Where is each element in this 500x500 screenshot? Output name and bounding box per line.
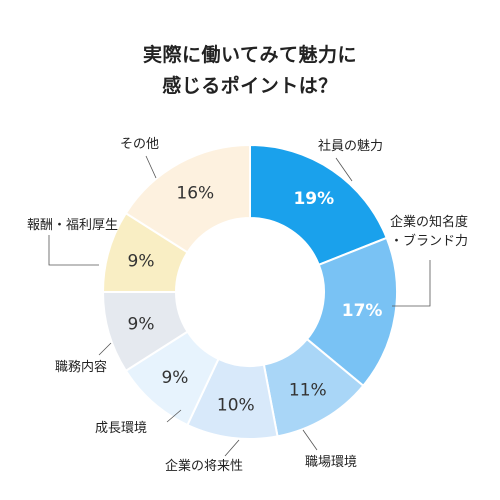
slice-value-label-4: 10% [217, 396, 255, 416]
category-label-8: その他 [120, 137, 159, 152]
chart-title: 実際に働いてみて魅力に 感じるポイントは？ [0, 40, 500, 102]
leader-lines-layer [48, 155, 431, 457]
chart-title-line-1: 実際に働いてみて魅力に [143, 44, 357, 66]
category-label-line: その他 [120, 137, 159, 152]
slice-value-label-3: 11% [289, 381, 327, 401]
category-label-line: 職務内容 [55, 359, 107, 375]
slice-value-label-2: 17% [342, 301, 383, 321]
slice-value-label-8: 16% [176, 184, 214, 204]
category-label-1: 社員の魅力 [318, 138, 383, 154]
leader-line-1 [335, 157, 353, 182]
slice-value-label-1: 19% [293, 189, 334, 209]
leader-line-4 [224, 439, 240, 457]
leader-line-6 [98, 342, 112, 356]
donut-slice-1 [249, 143, 388, 267]
category-label-6: 職務内容 [55, 359, 107, 375]
category-label-line: 成長環境 [95, 421, 147, 436]
leader-line-2 [392, 260, 431, 307]
category-label-7: 報酬・福利厚生 [27, 218, 118, 233]
leader-line-5 [166, 409, 182, 423]
leader-line-7 [48, 235, 99, 266]
category-label-line: 報酬・福利厚生 [27, 218, 118, 233]
category-label-line: 企業の将来性 [165, 458, 243, 474]
slice-value-label-7: 9% [128, 251, 155, 271]
donut-slice-8 [124, 143, 251, 254]
category-label-3: 職場環境 [305, 455, 357, 470]
category-label-line: 企業の知名度 [390, 214, 468, 230]
slice-value-label-5: 9% [161, 368, 188, 388]
category-label-line: ・ブランド力 [390, 233, 468, 249]
value-labels-layer: 19% 17% 11% 10% 9% 9% 9% 16% [128, 184, 383, 416]
category-label-5: 成長環境 [95, 421, 147, 436]
category-label-4: 企業の将来性 [165, 458, 243, 474]
category-label-2: 企業の知名度・ブランド力 [390, 214, 468, 249]
slice-value-label-6: 9% [128, 315, 155, 335]
slices-layer [101, 143, 398, 440]
chart-title-line-2: 感じるポイントは？ [162, 75, 338, 97]
leader-line-8 [145, 155, 157, 179]
category-label-line: 社員の魅力 [318, 138, 383, 154]
leader-line-3 [302, 429, 318, 451]
category-label-line: 職場環境 [305, 455, 357, 470]
